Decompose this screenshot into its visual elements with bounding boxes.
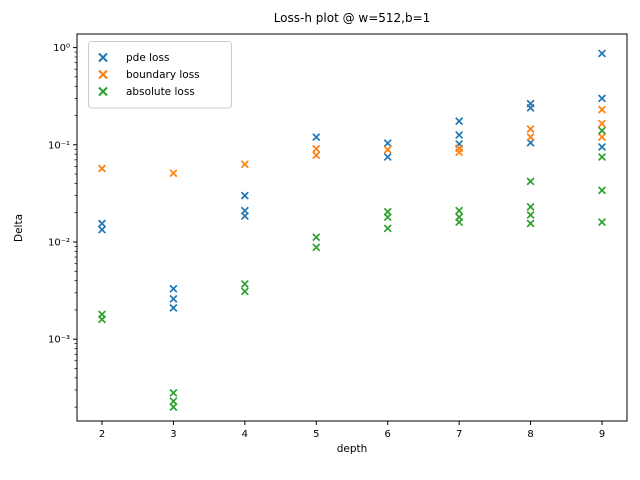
data-point [383,145,392,154]
data-point [597,119,607,128]
data-point [240,191,249,200]
data-point [169,284,178,293]
series-boundary-loss [97,105,607,178]
series-absolute-loss [97,126,607,412]
x-tick-label-6: 6 [385,429,391,440]
data-point [97,219,107,228]
x-tick-label-2: 2 [99,429,105,440]
data-point [455,117,464,126]
x-tick-label-5: 5 [313,429,319,440]
legend-marker-x-icon [98,86,108,97]
legend-item-absolute-loss: absolute loss [98,86,195,98]
data-point [597,186,607,195]
legend: pde loss boundary loss absolute loss [88,41,232,109]
data-point [526,202,535,211]
x-tick-label-8: 8 [527,429,533,440]
x-tick-label-7: 7 [456,429,462,440]
legend-label: absolute loss [126,86,195,98]
data-point [383,224,392,233]
data-point [240,279,249,288]
y-tick-label: 10⁻³ [48,335,70,346]
data-point [597,152,607,161]
y-tick-label: 10⁻¹ [48,140,70,151]
legend-item-boundary-loss: boundary loss [98,69,200,81]
legend-label: boundary loss [126,69,200,81]
data-point [526,177,535,186]
legend-marker-x-icon [98,52,108,63]
data-point [169,388,178,397]
x-tick-label-4: 4 [242,429,248,440]
legend-box [88,41,232,109]
data-point [597,105,607,114]
data-point [597,218,607,227]
data-point [526,210,535,219]
data-point [97,225,107,234]
data-point [526,219,535,228]
y-tick-label: 10⁻² [48,237,70,248]
data-point [455,218,464,227]
data-point [597,94,607,103]
data-point [169,303,178,312]
legend-label: pde loss [126,52,169,64]
plot-frame [76,33,628,422]
data-point [169,403,178,412]
data-point [169,169,178,178]
data-point [597,126,607,135]
data-point [169,294,178,303]
data-point [312,133,321,142]
axes-frame [76,33,628,422]
legend-marker-x-icon [98,69,108,80]
data-point [169,397,178,406]
data-point [455,206,464,215]
data-point [312,243,321,252]
data-point [312,151,321,160]
series-pde-loss [97,49,607,312]
data-point [97,315,107,324]
data-point [312,144,321,153]
data-point [597,49,607,58]
data-point [597,133,607,142]
data-point [455,131,464,140]
data-point [526,125,535,134]
data-point [526,133,535,142]
x-tick-label-3: 3 [170,429,176,440]
data-point [312,233,321,242]
legend-item-pde-loss: pde loss [98,52,169,64]
x-tick-label-9: 9 [599,429,605,440]
data-point [383,152,392,161]
x-axis-label: depth [337,443,368,455]
data-point [240,212,249,221]
data-point [383,139,392,148]
data-point [383,213,392,222]
y-axis-label: Delta [13,214,25,242]
y-tick-label: 10⁰ [53,43,70,54]
data-point [597,142,607,151]
data-point [240,287,249,296]
data-point [97,164,107,173]
axis-ticks: 2 3 4 5 6 7 8 9 10⁰ 10⁻¹ 10⁻² 10⁻³ [48,43,605,440]
data-point [240,160,249,169]
data-point [455,148,464,157]
data-point [526,103,535,112]
data-points [97,49,607,412]
chart-title: Loss-h plot @ w=512,b=1 [274,11,431,25]
